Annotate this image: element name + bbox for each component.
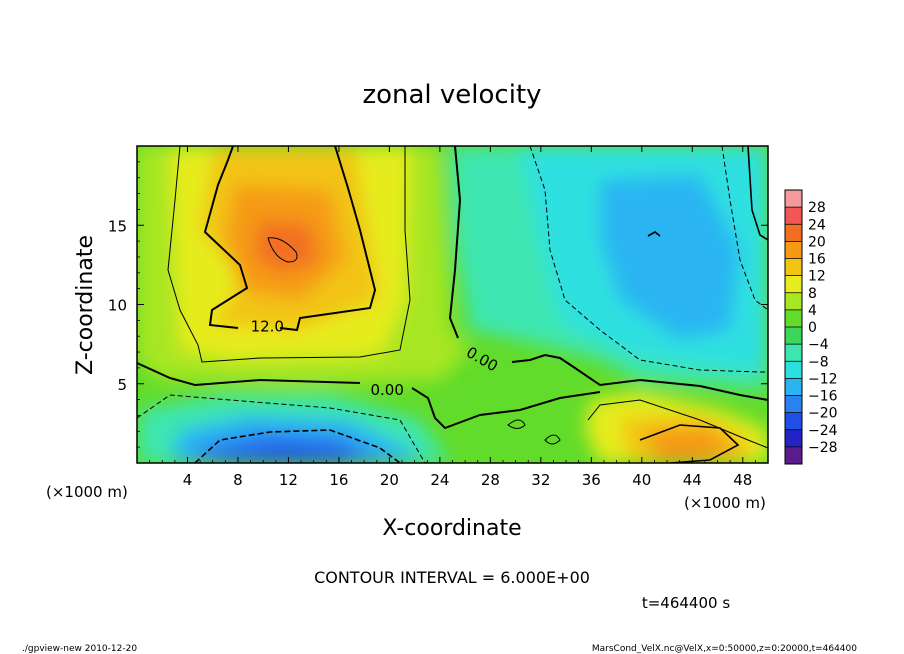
x-tick-label: 24 xyxy=(430,471,449,489)
colorbar-swatch xyxy=(785,190,802,208)
x-tick-label: 40 xyxy=(632,471,651,489)
contour-label: 12.0 xyxy=(251,317,284,335)
contour-12 xyxy=(203,146,377,332)
footer-left: ./gpview-new 2010-12-20 xyxy=(22,644,137,654)
colorbar-label: 12 xyxy=(808,269,826,285)
colorbar-swatch xyxy=(785,446,802,464)
contour-0-mid xyxy=(448,146,768,401)
colorbar-label: 0 xyxy=(808,320,817,336)
field-br-deep xyxy=(645,428,735,463)
x-tick-label: 16 xyxy=(329,471,348,489)
field-red-core xyxy=(255,220,318,272)
colorbar-swatch xyxy=(785,207,802,225)
colorbar-label: −20 xyxy=(808,406,838,422)
contour-6 xyxy=(167,146,411,363)
contour-neg12-bottom xyxy=(194,429,401,463)
plot-area xyxy=(137,146,768,463)
contour-neg6-right xyxy=(529,146,768,373)
contour-0-left xyxy=(137,362,601,430)
x-tick-label: 36 xyxy=(582,471,601,489)
colorbar-label: 4 xyxy=(808,303,817,319)
contour-interval: CONTOUR INTERVAL = 6.000E+00 xyxy=(314,568,590,587)
colorbar-label: −16 xyxy=(808,389,838,405)
colorbar-label: −8 xyxy=(808,354,829,370)
x-axis: 4 8 12 16 20 24 28 32 36 40 44 48 xyxy=(149,146,756,489)
colorbar-label: −4 xyxy=(808,337,829,353)
colorbar-swatch xyxy=(785,378,802,396)
field-lightblue xyxy=(600,175,740,340)
colorbar-swatch xyxy=(785,361,802,379)
field-bottom-deepblue xyxy=(215,445,360,463)
colorbar-label: 28 xyxy=(808,200,826,216)
y-tick-label: 10 xyxy=(108,297,127,315)
colorbar-swatch xyxy=(785,224,802,242)
contour-labels: 12.00.000.00 xyxy=(251,317,501,398)
contour-label: 0.00 xyxy=(370,381,403,399)
x-tick-label: 20 xyxy=(380,471,399,489)
contour-neg6-right2 xyxy=(721,146,768,311)
footer-right: MarsCond_VelX.nc@VelX,x=0:50000,z=0:2000… xyxy=(592,644,857,654)
colorbar-swatch xyxy=(785,292,802,310)
x-tick-label: 32 xyxy=(531,471,550,489)
x-tick-label: 44 xyxy=(683,471,702,489)
colorbar-label: −28 xyxy=(808,440,838,456)
x-tick-label: 48 xyxy=(733,471,752,489)
x-axis-label: X-coordinate xyxy=(382,516,521,541)
contour-6-br xyxy=(587,399,768,449)
colorbar-swatch xyxy=(785,258,802,276)
colorbar-label: −24 xyxy=(808,423,838,439)
colorbar-swatch xyxy=(785,412,802,430)
x-unit-left: (×1000 m) xyxy=(46,483,128,501)
contour-12-br xyxy=(639,424,740,463)
y-axis-label: Z-coordinate xyxy=(73,235,98,375)
colorbar-label: 8 xyxy=(808,286,817,302)
contour-neg6-bottom xyxy=(137,394,426,463)
contour-small-loop xyxy=(507,419,526,429)
colorbar-swatch xyxy=(785,344,802,362)
contour-small-loop2 xyxy=(544,434,561,445)
x-tick-label: 28 xyxy=(481,471,500,489)
x-tick-label: 12 xyxy=(279,471,298,489)
y-axis: 5 10 15 xyxy=(108,161,768,448)
colorbar-swatch xyxy=(785,429,802,447)
x-tick-label: 8 xyxy=(233,471,243,489)
velocity-field xyxy=(137,146,768,463)
contour-lines xyxy=(137,146,768,463)
y-tick-label: 15 xyxy=(108,217,127,235)
colorbar-label: 24 xyxy=(808,217,826,233)
colorbar-swatch xyxy=(785,395,802,413)
y-tick-label: 5 xyxy=(117,376,127,394)
colorbar-swatch xyxy=(785,275,802,293)
chart-title: zonal velocity xyxy=(362,80,541,110)
contour-0-right xyxy=(747,146,768,241)
x-tick-label: 4 xyxy=(183,471,193,489)
colorbar-swatch xyxy=(785,309,802,327)
colorbar-label: 20 xyxy=(808,234,826,250)
colorbar-label: 16 xyxy=(808,252,826,268)
colorbar-label: −12 xyxy=(808,371,838,387)
colorbar-swatch xyxy=(785,327,802,345)
x-unit-right: (×1000 m) xyxy=(684,494,766,512)
time-label: t=464400 s xyxy=(642,594,730,612)
contour-18 xyxy=(267,237,298,263)
colorbar-swatch xyxy=(785,241,802,259)
contour-tiny xyxy=(647,231,661,237)
